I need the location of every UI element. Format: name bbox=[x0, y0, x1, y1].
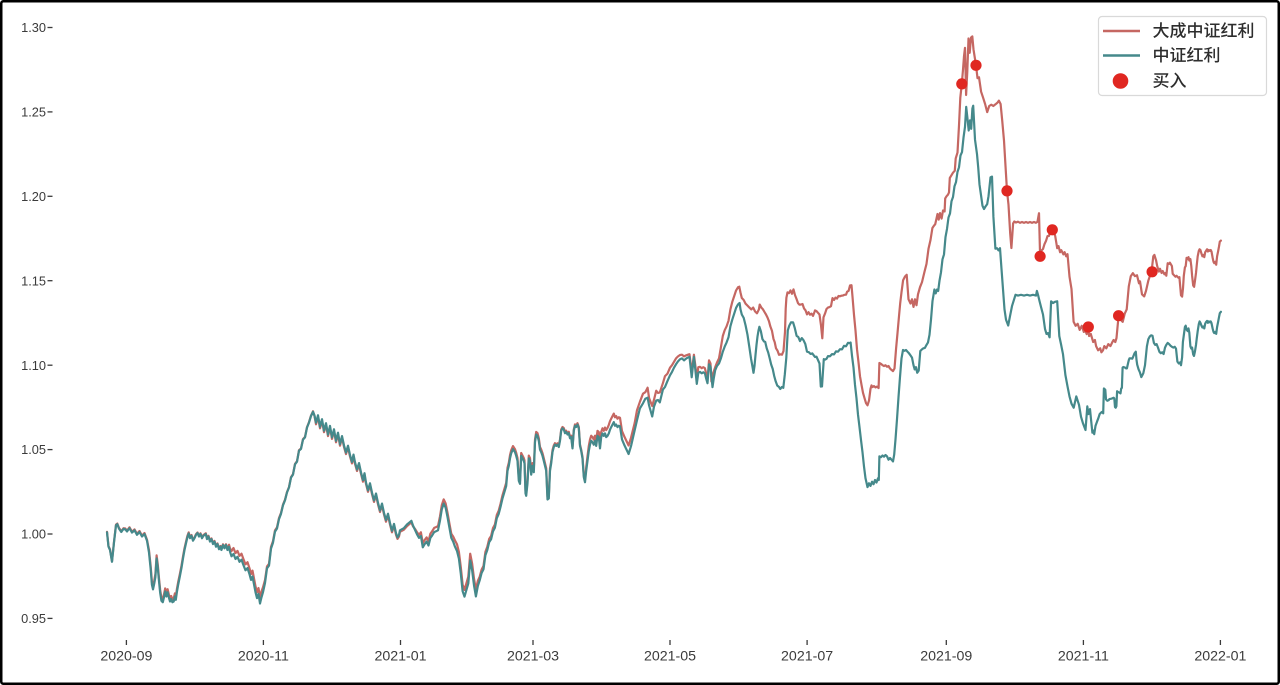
svg-text:2022-01: 2022-01 bbox=[1194, 649, 1246, 665]
svg-text:2021-11: 2021-11 bbox=[1058, 649, 1109, 665]
svg-text:2020-09: 2020-09 bbox=[100, 649, 152, 665]
svg-text:2020-11: 2020-11 bbox=[238, 649, 289, 665]
svg-text:2021-09: 2021-09 bbox=[920, 649, 972, 665]
svg-text:1.10: 1.10 bbox=[21, 358, 46, 373]
svg-text:2021-03: 2021-03 bbox=[507, 649, 559, 665]
svg-text:2021-05: 2021-05 bbox=[644, 649, 696, 665]
svg-text:1.15: 1.15 bbox=[21, 273, 46, 288]
svg-text:1.00: 1.00 bbox=[21, 527, 46, 542]
svg-text:1.25: 1.25 bbox=[21, 105, 46, 120]
svg-text:0.95: 0.95 bbox=[21, 611, 46, 626]
svg-text:1.20: 1.20 bbox=[21, 189, 46, 204]
svg-text:1.30: 1.30 bbox=[21, 20, 46, 35]
svg-text:2021-07: 2021-07 bbox=[781, 649, 833, 665]
svg-text:2021-01: 2021-01 bbox=[374, 649, 426, 665]
svg-text:1.05: 1.05 bbox=[21, 442, 46, 457]
